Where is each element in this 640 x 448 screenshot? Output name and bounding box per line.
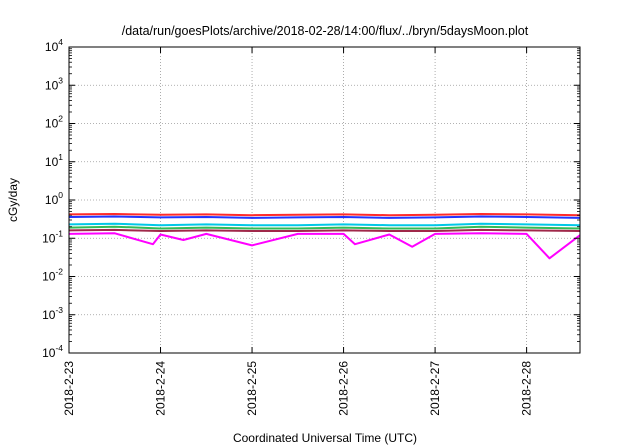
y-tick-label: 10-2 xyxy=(42,267,63,284)
chart-title: /data/run/goesPlots/archive/2018-02-28/1… xyxy=(122,24,529,38)
x-tick-label: 2018-2-23 xyxy=(62,361,76,416)
y-axis: 10-4 10-3 10-2 10-1 100 101 102 103 104 xyxy=(42,37,580,360)
y-tick-label: 10-4 xyxy=(42,343,63,360)
series-line xyxy=(68,225,581,230)
x-tick-label: 2018-2-24 xyxy=(154,361,168,416)
y-tick-label: 10-1 xyxy=(42,228,63,245)
series-line xyxy=(68,232,581,260)
y-tick-label: 100 xyxy=(45,190,63,207)
x-tick-label: 2018-2-25 xyxy=(245,361,259,416)
y-tick-label: 102 xyxy=(45,114,63,131)
grid xyxy=(68,47,580,353)
y-tick-label: 101 xyxy=(45,152,63,169)
series-layer xyxy=(68,213,581,260)
x-axis: 2018-2-23 2018-2-24 2018-2-25 2018-2-26 2018… xyxy=(62,47,534,416)
series-line xyxy=(68,222,581,227)
y-tick-label: 104 xyxy=(45,37,63,54)
y-axis-label: cGy/day xyxy=(6,178,20,222)
y-tick-label: 103 xyxy=(45,75,63,92)
x-axis-label: Coordinated Universal Time (UTC) xyxy=(233,431,417,445)
x-tick-label: 2018-2-27 xyxy=(428,361,442,416)
x-tick-label: 2018-2-26 xyxy=(337,361,351,416)
series-line xyxy=(68,213,581,217)
y-tick-label: 10-3 xyxy=(42,305,63,322)
series-line xyxy=(68,228,581,232)
x-tick-label: 2018-2-28 xyxy=(520,361,534,416)
series-line xyxy=(68,215,581,219)
